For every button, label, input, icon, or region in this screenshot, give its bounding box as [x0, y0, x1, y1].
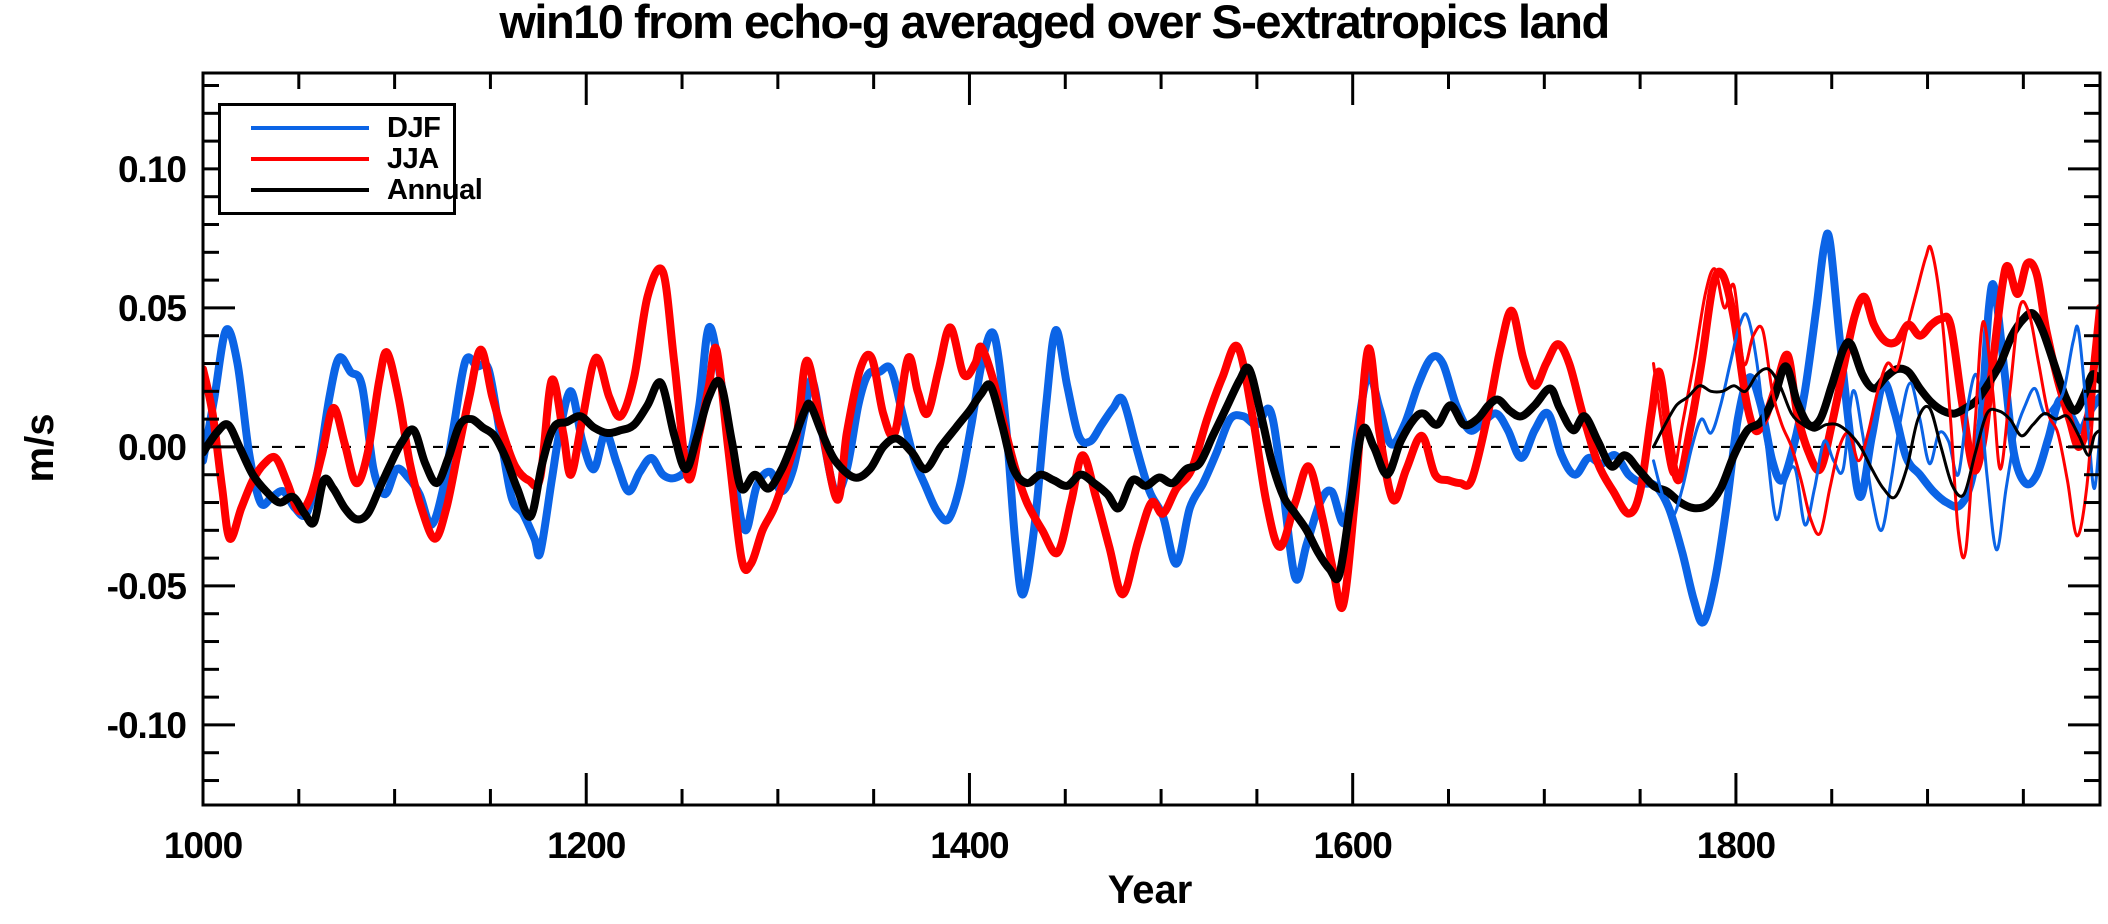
legend: DJF JJA Annual: [218, 103, 483, 215]
series-line-djf: [203, 229, 2100, 627]
legend-label-djf: DJF: [387, 111, 441, 144]
plot-area: [201, 71, 2102, 807]
x-tick-label: 1200: [547, 825, 626, 866]
y-tick-label: 0.00: [118, 427, 186, 468]
series-line-jja-thin-post: [1652, 244, 2100, 560]
legend-item-jja: JJA: [251, 142, 453, 175]
legend-line-djf: [251, 126, 369, 130]
legend-label-jja: JJA: [387, 142, 439, 175]
y-tick-label: -0.05: [107, 566, 187, 607]
y-axis-label: m/s: [18, 413, 62, 483]
x-axis-label: Year: [1107, 868, 1193, 912]
series-line-annual-thin-post: [1652, 367, 2100, 500]
legend-item-annual: Annual: [251, 174, 483, 206]
legend-label-annual: Annual: [387, 173, 483, 206]
y-tick-label: -0.10: [107, 705, 187, 746]
x-tick-label: 1000: [164, 825, 243, 866]
y-tick-label: 0.05: [118, 288, 186, 329]
x-tick-label: 1400: [930, 825, 1009, 866]
series-line-annual: [203, 309, 2100, 584]
chart-title: win10 from echo-g averaged over S-extrat…: [499, 0, 1610, 48]
legend-line-jja: [251, 157, 369, 161]
legend-item-djf: DJF: [251, 111, 453, 144]
y-tick-label: 0.10: [118, 149, 186, 190]
x-tick-label: 1800: [1697, 825, 1776, 866]
legend-line-annual: [251, 188, 369, 192]
x-tick-label: 1600: [1314, 825, 1393, 866]
series-line-djf-thin-post: [1652, 312, 2100, 552]
